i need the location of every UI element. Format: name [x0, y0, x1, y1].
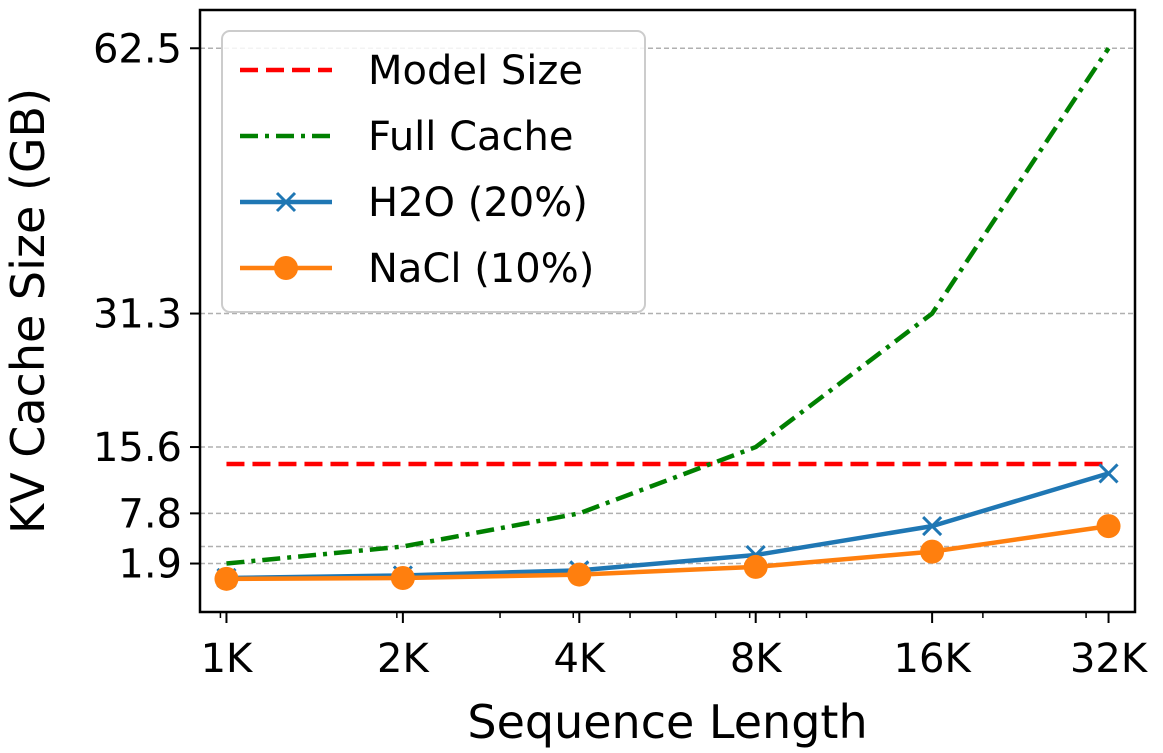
series-line-nacl-10	[226, 523, 1109, 582]
point-nacl-10-2	[567, 562, 592, 587]
point-nacl-10-0	[214, 566, 239, 591]
x-tick-label-3: 8K	[730, 636, 783, 682]
axis-ticks: 1.9 7.8 15.6 31.3 62.5 1K 2K 4K 8K 16K 32K	[93, 26, 1149, 682]
legend-box	[221, 30, 646, 313]
plot-area-frame	[198, 8, 1137, 614]
y-tick-label-1: 7.8	[118, 491, 182, 537]
y-tick-label-4: 62.5	[93, 26, 182, 72]
x-tick-label-1: 2K	[377, 636, 430, 682]
legend-label-model-size: Model Size	[368, 48, 583, 94]
legend-label-full-cache: Full Cache	[368, 114, 574, 160]
legend-marker-h2o-20-stroke-b	[275, 191, 297, 213]
series-full-cache	[226, 47, 1111, 566]
y-axis-label: KV Cache Size (GB)	[1, 88, 55, 534]
legend-marker-h2o-20	[275, 191, 297, 213]
point-h2o-20-4	[922, 516, 943, 537]
series-layer	[214, 47, 1121, 591]
x-tick-label-5: 32K	[1070, 636, 1149, 682]
x-tick-label-4: 16K	[894, 636, 973, 682]
point-h2o-20-5-stroke-b	[1098, 463, 1119, 484]
legend-label-h2o-20: H2O (20%)	[368, 180, 588, 226]
legend: Model Size Full Cache H2O (20%) NaCl (10%)	[221, 30, 646, 313]
x-tick-label-2: 4K	[553, 636, 606, 682]
point-h2o-20-4-stroke-b	[922, 516, 943, 537]
legend-label-nacl-10: NaCl (10%)	[368, 246, 594, 292]
point-nacl-10-1	[390, 565, 415, 590]
point-nacl-10-3	[743, 554, 768, 579]
series-nacl-10	[214, 514, 1121, 591]
y-tick-label-0: 1.9	[118, 542, 182, 588]
y-tick-label-2: 15.6	[93, 425, 182, 471]
x-axis-label: Sequence Length	[467, 695, 867, 749]
x-tick-label-0: 1K	[201, 636, 254, 682]
point-nacl-10-5	[1096, 514, 1121, 539]
point-nacl-10-4	[920, 539, 945, 564]
legend-marker-nacl-10	[274, 256, 298, 280]
point-h2o-20-5	[1098, 463, 1119, 484]
series-line-h2o-20	[226, 471, 1110, 581]
y-tick-label-3: 31.3	[93, 292, 182, 338]
series-line-full-cache	[226, 47, 1111, 566]
